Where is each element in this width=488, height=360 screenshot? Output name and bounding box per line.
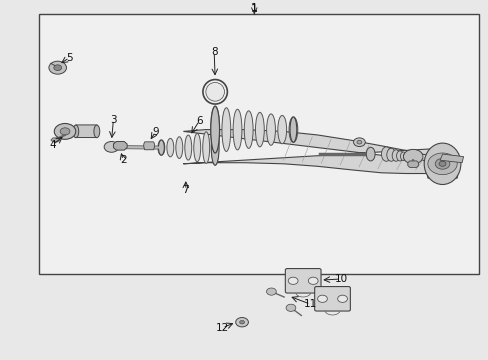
Ellipse shape — [203, 132, 209, 163]
Ellipse shape — [176, 137, 183, 158]
Polygon shape — [113, 141, 127, 150]
Circle shape — [307, 277, 318, 284]
Ellipse shape — [255, 112, 264, 147]
Circle shape — [54, 65, 61, 71]
Ellipse shape — [386, 148, 395, 161]
Ellipse shape — [158, 140, 164, 155]
Text: 8: 8 — [210, 47, 217, 57]
Ellipse shape — [210, 106, 219, 153]
Text: 7: 7 — [182, 185, 189, 195]
Ellipse shape — [166, 138, 173, 157]
Circle shape — [317, 295, 327, 302]
Text: 3: 3 — [110, 114, 117, 125]
Text: 2: 2 — [120, 155, 126, 165]
Circle shape — [353, 138, 365, 147]
Text: 1: 1 — [250, 3, 257, 13]
Circle shape — [54, 123, 76, 139]
Polygon shape — [75, 125, 98, 138]
Ellipse shape — [403, 153, 407, 160]
Ellipse shape — [244, 111, 253, 148]
Ellipse shape — [396, 151, 403, 161]
Text: 5: 5 — [66, 53, 73, 63]
Text: 12: 12 — [215, 323, 229, 333]
FancyBboxPatch shape — [314, 287, 350, 311]
Ellipse shape — [288, 117, 297, 142]
Circle shape — [434, 158, 449, 169]
Polygon shape — [407, 161, 418, 167]
Ellipse shape — [184, 135, 191, 160]
Circle shape — [356, 140, 361, 144]
Ellipse shape — [424, 143, 460, 184]
Circle shape — [438, 161, 445, 166]
Ellipse shape — [73, 125, 79, 138]
Ellipse shape — [210, 106, 219, 153]
Text: 1: 1 — [250, 4, 257, 14]
Circle shape — [337, 295, 347, 302]
Circle shape — [49, 61, 66, 74]
Ellipse shape — [205, 82, 224, 101]
Circle shape — [427, 153, 456, 175]
Circle shape — [403, 149, 422, 164]
Text: 11: 11 — [303, 299, 317, 309]
Ellipse shape — [222, 108, 230, 152]
Polygon shape — [143, 142, 154, 150]
Ellipse shape — [94, 125, 100, 138]
Text: 4: 4 — [49, 140, 56, 150]
Text: 10: 10 — [334, 274, 347, 284]
Circle shape — [104, 141, 119, 152]
FancyBboxPatch shape — [39, 14, 478, 274]
Circle shape — [239, 320, 244, 324]
Ellipse shape — [277, 116, 286, 144]
Circle shape — [266, 288, 276, 295]
Ellipse shape — [289, 117, 296, 142]
Circle shape — [288, 277, 297, 284]
Text: 6: 6 — [196, 116, 203, 126]
Ellipse shape — [266, 114, 275, 145]
Ellipse shape — [211, 130, 219, 165]
Circle shape — [285, 304, 295, 311]
Ellipse shape — [233, 109, 242, 150]
Polygon shape — [425, 148, 459, 178]
Circle shape — [235, 318, 248, 327]
Ellipse shape — [366, 147, 374, 161]
Polygon shape — [439, 154, 463, 163]
Ellipse shape — [211, 130, 218, 165]
Text: 9: 9 — [152, 127, 159, 137]
Ellipse shape — [158, 140, 164, 155]
Ellipse shape — [391, 150, 399, 161]
Polygon shape — [51, 138, 60, 142]
FancyBboxPatch shape — [285, 269, 321, 293]
Circle shape — [60, 128, 70, 135]
Ellipse shape — [193, 134, 200, 162]
Polygon shape — [183, 130, 451, 174]
Ellipse shape — [381, 147, 390, 161]
Ellipse shape — [400, 152, 406, 161]
